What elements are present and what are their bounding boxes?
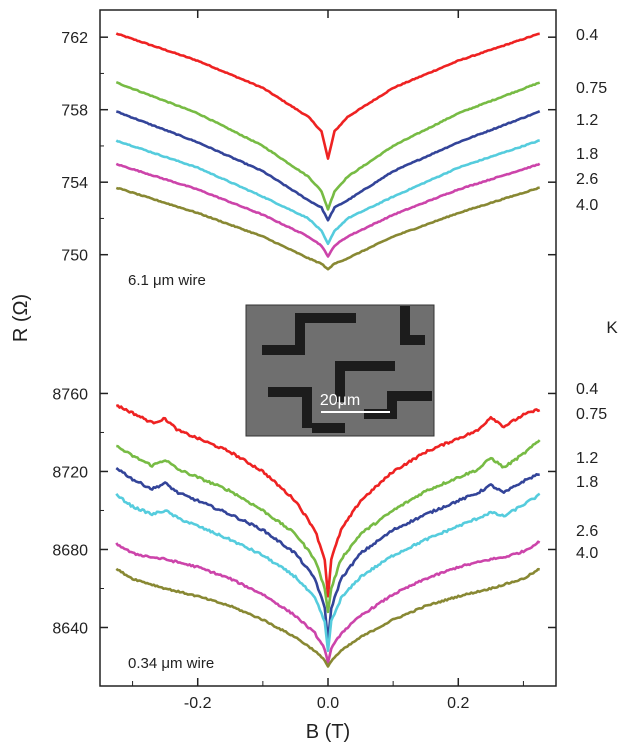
temperature-label-top-4.0: 4.0	[576, 197, 598, 214]
curve-top-4.0K	[115, 186, 540, 271]
y-tick-label-top-754: 754	[61, 175, 88, 192]
temperature-label-top-2.6: 2.6	[576, 171, 598, 188]
temperature-label-bottom-0.4: 0.4	[576, 381, 598, 398]
top-panel-annotation: 6.1 μm wire	[128, 272, 206, 289]
sem-inset-image: 20μm	[245, 304, 435, 437]
curve-bottom-2.6K	[115, 540, 541, 664]
x-tick-label--0.2: -0.2	[184, 695, 212, 712]
temperature-label-bottom-1.2: 1.2	[576, 450, 598, 467]
temperature-label-top-0.4: 0.4	[576, 27, 598, 44]
curve-bottom-1.8K	[115, 492, 541, 653]
temperature-label-top-0.75: 0.75	[576, 80, 607, 97]
temperature-label-bottom-4.0: 4.0	[576, 545, 598, 562]
top-panel-y-axis: 750 754 758 762	[61, 30, 556, 265]
curve-top-1.8K	[115, 139, 540, 246]
curve-bottom-1.2K	[115, 467, 541, 643]
curve-bottom-0.4K	[115, 404, 541, 598]
top-panel-temperature-labels: 0.4 0.75 1.2 1.8 2.6 4.0	[576, 27, 607, 214]
bottom-panel-y-axis: 8640 8680 8720 8760	[52, 386, 556, 637]
y-tick-label-bottom-8760: 8760	[52, 386, 88, 403]
y-tick-label-top-762: 762	[61, 30, 88, 47]
curve-bottom-4.0K	[115, 567, 540, 668]
curve-top-2.6K	[115, 162, 541, 258]
top-panel-curves	[115, 32, 541, 271]
y-tick-label-bottom-8680: 8680	[52, 542, 88, 559]
x-axis: -0.2 0.0 0.2	[132, 10, 524, 712]
temperature-label-top-1.2: 1.2	[576, 112, 598, 129]
temperature-label-bottom-1.8: 1.8	[576, 474, 598, 491]
curve-top-0.75K	[115, 80, 541, 211]
bottom-panel-temperature-labels: 0.4 0.75 1.2 1.8 2.6 4.0	[576, 381, 607, 562]
temperature-label-bottom-0.75: 0.75	[576, 406, 607, 423]
curve-top-0.4K	[115, 32, 540, 160]
curve-bottom-0.75K	[116, 439, 541, 614]
y-tick-label-top-750: 750	[61, 248, 88, 265]
bottom-panel-curves	[115, 404, 541, 668]
curve-top-1.2K	[116, 109, 541, 222]
bottom-panel-annotation: 0.34 μm wire	[128, 655, 214, 672]
x-tick-label-0.0: 0.0	[317, 695, 339, 712]
temperature-label-bottom-2.6: 2.6	[576, 523, 598, 540]
y-axis-title: R (Ω)	[10, 294, 32, 342]
y-tick-label-top-758: 758	[61, 103, 88, 120]
y-tick-label-bottom-8720: 8720	[52, 464, 88, 481]
x-tick-label-0.2: 0.2	[447, 695, 469, 712]
temperature-unit-label: K	[606, 318, 618, 337]
inset-scale-label: 20μm	[320, 392, 360, 409]
y-tick-label-bottom-8640: 8640	[52, 620, 88, 637]
temperature-label-top-1.8: 1.8	[576, 146, 598, 163]
x-axis-title: B (T)	[306, 721, 350, 743]
